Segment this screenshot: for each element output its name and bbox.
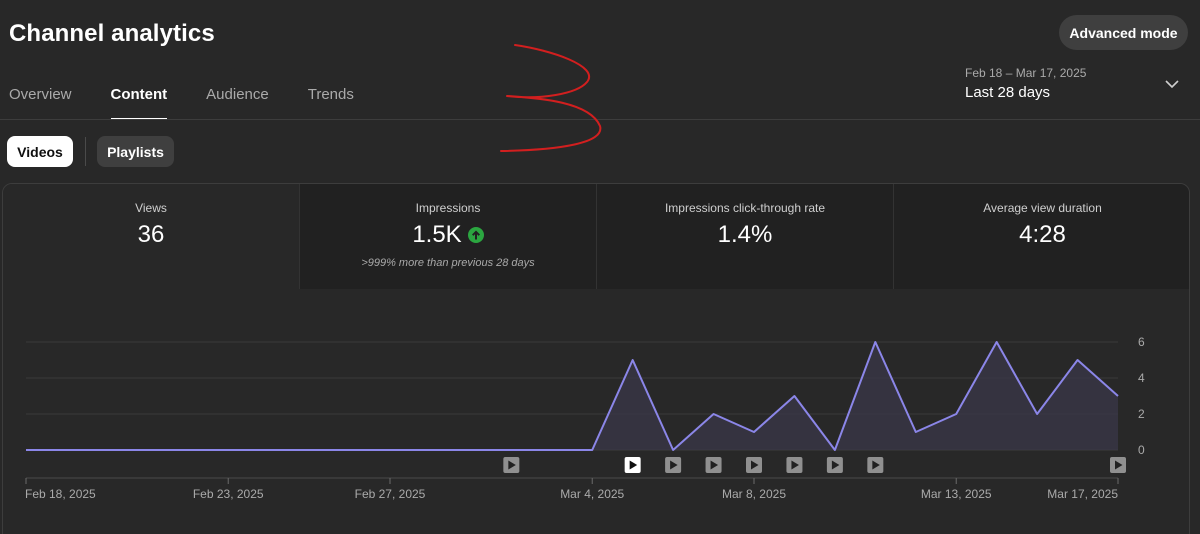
data-point — [105, 448, 109, 452]
page-title: Channel analytics — [9, 20, 215, 47]
data-point — [873, 340, 877, 344]
data-point — [994, 340, 998, 344]
data-point — [347, 448, 351, 452]
red-handwritten-scribble — [500, 44, 602, 152]
metric-label: Average view duration — [983, 201, 1102, 215]
data-point — [307, 448, 311, 452]
arrow-up-circle-icon — [467, 227, 484, 243]
metric-value-text: 4:28 — [1019, 221, 1066, 248]
data-point — [64, 448, 68, 452]
metric-comparison: >999% more than previous 28 days — [361, 257, 535, 269]
playlists-chip[interactable]: Playlists — [97, 136, 174, 167]
metric-card-avg-view-duration[interactable]: Average view duration 4:28 — [894, 184, 1189, 289]
x-tick-label: Mar 13, 2025 — [921, 487, 992, 501]
x-tick-label: Mar 4, 2025 — [560, 487, 624, 501]
y-tick-label: 0 — [1138, 443, 1145, 457]
date-range-text[interactable]: Feb 18 – Mar 17, 2025 — [965, 66, 1087, 80]
y-tick-label: 4 — [1138, 371, 1145, 385]
data-point — [509, 448, 513, 452]
data-point — [792, 394, 796, 398]
data-point — [590, 448, 594, 452]
video-marker-play-icon[interactable] — [503, 457, 520, 473]
data-point — [954, 412, 958, 416]
tab-trends[interactable]: Trends — [307, 86, 354, 103]
video-marker-play-icon[interactable] — [665, 457, 682, 473]
data-point — [1116, 394, 1120, 398]
data-point — [186, 448, 190, 452]
metric-value: 4:28 — [894, 221, 1189, 249]
x-tick-label: Feb 18, 2025 — [25, 487, 96, 501]
tab-bar: Overview Content Audience Trends — [9, 86, 393, 120]
chip-divider — [85, 137, 86, 166]
date-range-label[interactable]: Last 28 days — [965, 84, 1051, 101]
data-point — [226, 448, 230, 452]
tab-content[interactable]: Content — [110, 86, 167, 120]
videos-chip[interactable]: Videos — [7, 136, 73, 167]
data-point — [711, 412, 715, 416]
video-marker-play-icon[interactable] — [867, 457, 884, 473]
chevron-down-icon[interactable] — [1164, 78, 1180, 90]
y-tick-label: 6 — [1138, 335, 1145, 349]
x-tick-label: Mar 8, 2025 — [722, 487, 786, 501]
data-point — [671, 448, 675, 452]
video-marker-play-icon[interactable] — [624, 457, 641, 473]
data-point — [428, 448, 432, 452]
tabs-divider — [0, 119, 1200, 120]
tab-overview[interactable]: Overview — [9, 86, 72, 103]
video-marker-play-icon[interactable] — [746, 457, 762, 473]
x-tick-label: Feb 27, 2025 — [355, 487, 426, 501]
data-point — [833, 448, 837, 452]
data-point — [752, 430, 756, 434]
tab-audience[interactable]: Audience — [206, 86, 269, 103]
x-tick-label: Feb 23, 2025 — [193, 487, 264, 501]
series-line — [26, 341, 1119, 451]
data-point — [630, 358, 634, 362]
views-chart: 0 2 4 6 Feb 18, 2025 Feb 23, 2025 Feb 27, 2025… — [24, 335, 1145, 501]
data-point — [1075, 358, 1079, 362]
metric-label: Impressions click-through rate — [664, 201, 826, 215]
data-point — [1035, 412, 1039, 416]
metric-value-text: 1.5K — [412, 221, 462, 248]
data-point — [145, 448, 149, 452]
data-point — [469, 448, 473, 452]
metric-value: 1.5K — [300, 221, 596, 249]
data-point — [914, 430, 918, 434]
metric-value-text: 36 — [137, 221, 165, 248]
video-marker-play-icon[interactable] — [786, 457, 803, 473]
metric-value: 36 — [3, 221, 299, 249]
metric-card-ctr[interactable]: Impressions click-through rate 1.4% — [597, 184, 894, 289]
advanced-mode-button[interactable]: Advanced mode — [1059, 15, 1188, 50]
video-marker-play-icon[interactable] — [1110, 457, 1126, 473]
data-point — [388, 448, 392, 452]
metric-card-views[interactable]: Views 36 — [3, 184, 300, 289]
data-point — [266, 448, 270, 452]
x-tick-label: Mar 17, 2025 — [1047, 487, 1118, 501]
video-marker-play-icon[interactable] — [705, 457, 722, 473]
metric-label: Views — [135, 201, 167, 215]
metric-label: Impressions — [415, 201, 481, 215]
metric-cards: Views 36 Impressions 1.5K >999% more tha… — [3, 184, 1189, 289]
metric-value: 1.4% — [597, 221, 893, 249]
y-tick-label: 2 — [1138, 407, 1145, 421]
series-area — [26, 342, 1118, 450]
data-point — [24, 448, 28, 452]
data-point — [550, 448, 554, 452]
metric-value-text: 1.4% — [717, 221, 773, 248]
video-marker-play-icon[interactable] — [826, 457, 843, 473]
metric-card-impressions[interactable]: Impressions 1.5K >999% more than previou… — [300, 184, 597, 289]
